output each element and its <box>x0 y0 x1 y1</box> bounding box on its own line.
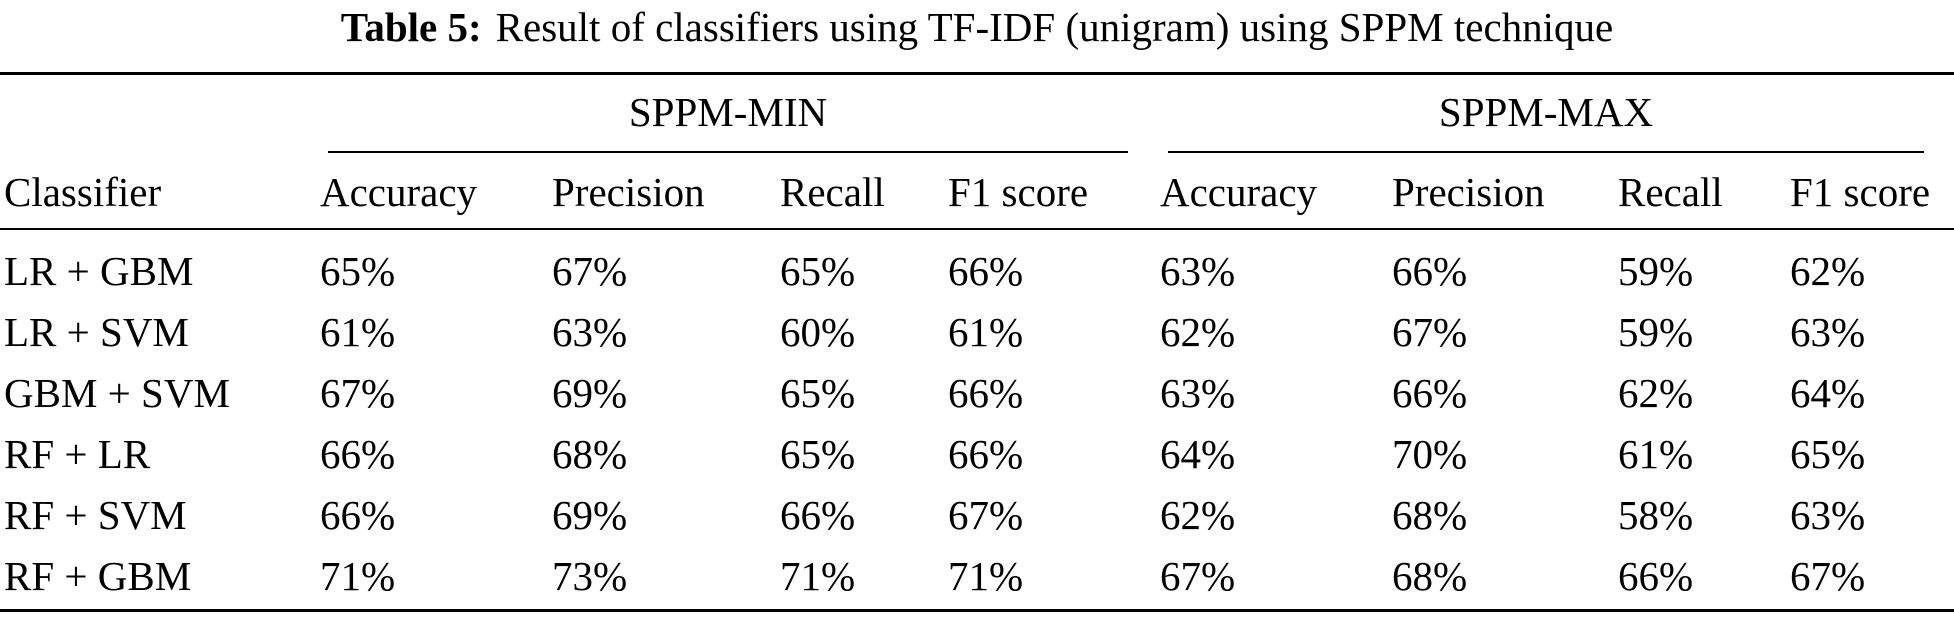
table-cell: 66% <box>948 431 1024 477</box>
table-cell: 63% <box>1160 370 1236 416</box>
table-cell: 66% <box>780 492 856 538</box>
column-header-min-recall: Recall <box>780 169 885 215</box>
row-classifier-cell: LR + SVM <box>4 309 189 355</box>
table-cell: 65% <box>780 431 856 477</box>
table-cell: 63% <box>1790 492 1866 538</box>
table-cell: 69% <box>552 370 628 416</box>
column-header-classifier: Classifier <box>4 169 162 215</box>
table-cell: 66% <box>320 431 396 477</box>
table-cell: 66% <box>1618 553 1694 599</box>
table-cell: 63% <box>552 309 628 355</box>
group-header-sppm-max: SPPM-MAX <box>1438 89 1654 135</box>
table-cell: 60% <box>780 309 856 355</box>
column-header-min-accuracy: Accuracy <box>320 169 478 215</box>
table-cell: 61% <box>320 309 396 355</box>
table-cell: 61% <box>1618 431 1694 477</box>
table-cell: 62% <box>1160 309 1236 355</box>
table-cell: 68% <box>1392 553 1468 599</box>
column-header-max-accuracy: Accuracy <box>1160 169 1318 215</box>
table-cell: 65% <box>780 248 856 294</box>
table-cell: 71% <box>780 553 856 599</box>
table-cell: 66% <box>320 492 396 538</box>
table-cell: 68% <box>1392 492 1468 538</box>
table-cell: 71% <box>320 553 396 599</box>
column-header-max-recall: Recall <box>1618 169 1723 215</box>
table-cell: 67% <box>948 492 1024 538</box>
table-cell: 59% <box>1618 309 1694 355</box>
table-cell: 61% <box>948 309 1024 355</box>
table-cell: 62% <box>1790 248 1866 294</box>
table-cell: 67% <box>320 370 396 416</box>
table-cell: 63% <box>1160 248 1236 294</box>
group-rule-sppm-max <box>1168 151 1924 153</box>
table-cell: 67% <box>1392 309 1468 355</box>
table-cell: 70% <box>1392 431 1468 477</box>
table-caption: Table 5: Result of classifiers using TF-I… <box>0 2 1954 52</box>
table-cell: 66% <box>1392 248 1468 294</box>
group-header-sppm-min: SPPM-MIN <box>628 89 828 135</box>
table-cell: 65% <box>780 370 856 416</box>
header-rule <box>0 228 1954 230</box>
column-header-max-f1-score: F1 score <box>1790 169 1931 215</box>
table-cell: 68% <box>552 431 628 477</box>
table-cell: 67% <box>552 248 628 294</box>
table-cell: 64% <box>1160 431 1236 477</box>
row-classifier-cell: RF + SVM <box>4 492 187 538</box>
table-cell: 66% <box>948 248 1024 294</box>
table-cell: 63% <box>1790 309 1866 355</box>
table-cell: 73% <box>552 553 628 599</box>
caption-label: Table 5: <box>340 4 482 50</box>
caption-text: Result of classifiers using TF-IDF (unig… <box>495 4 1614 50</box>
table-cell: 65% <box>320 248 396 294</box>
table-cell: 58% <box>1618 492 1694 538</box>
table-cell: 69% <box>552 492 628 538</box>
row-classifier-cell: RF + LR <box>4 431 151 477</box>
table-cell: 66% <box>1392 370 1468 416</box>
row-classifier-cell: LR + GBM <box>4 248 194 294</box>
table-cell: 62% <box>1618 370 1694 416</box>
group-rule-sppm-min <box>328 151 1128 153</box>
row-classifier-cell: RF + GBM <box>4 553 192 599</box>
column-header-min-precision: Precision <box>552 169 705 215</box>
row-classifier-cell: GBM + SVM <box>4 370 230 416</box>
column-header-max-precision: Precision <box>1392 169 1545 215</box>
bottom-rule <box>0 609 1954 612</box>
table-cell: 62% <box>1160 492 1236 538</box>
table-cell: 67% <box>1160 553 1236 599</box>
table-cell: 64% <box>1790 370 1866 416</box>
table-cell: 66% <box>948 370 1024 416</box>
table-cell: 71% <box>948 553 1024 599</box>
table-cell: 65% <box>1790 431 1866 477</box>
column-header-min-f1-score: F1 score <box>948 169 1089 215</box>
top-rule <box>0 72 1954 75</box>
table-cell: 59% <box>1618 248 1694 294</box>
table-cell: 67% <box>1790 553 1866 599</box>
